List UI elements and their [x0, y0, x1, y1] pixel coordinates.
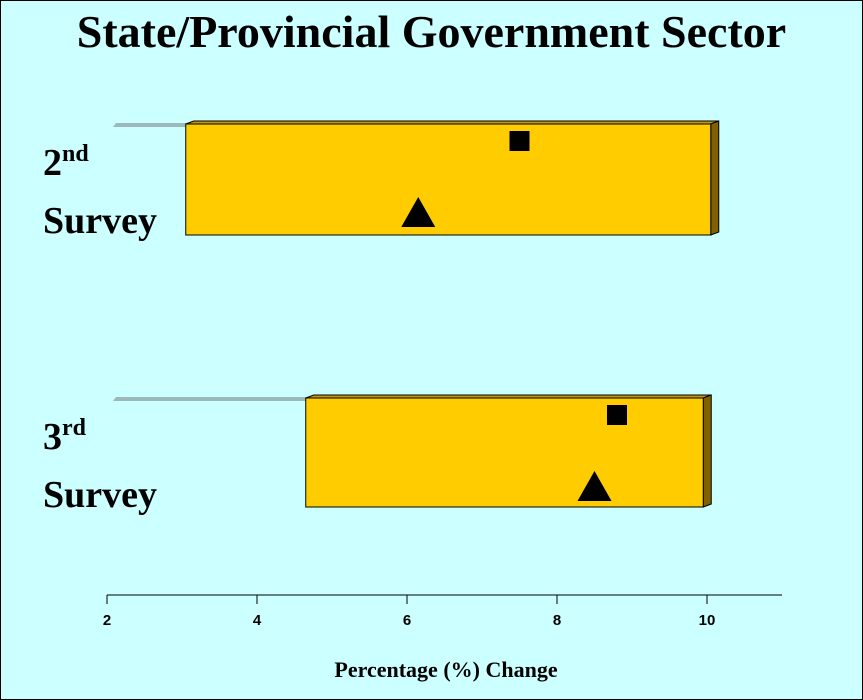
x-tick-label: 6	[403, 612, 411, 629]
bar-range	[305, 397, 704, 508]
bar-floor-shadow	[113, 123, 186, 127]
bar-range	[185, 123, 712, 236]
x-tick-label: 4	[253, 612, 262, 629]
category-word: Survey	[43, 474, 157, 516]
bar-floor-shadow	[113, 397, 306, 401]
chart-title: State/Provincial Government Sector	[76, 6, 787, 57]
category-suffix: rd	[62, 415, 86, 441]
category-number: 2	[43, 142, 62, 184]
category-number: 3	[43, 416, 62, 458]
category-suffix: nd	[62, 141, 89, 167]
x-tick-label: 2	[103, 612, 111, 629]
category-label-2nd-survey: 2nd Survey	[43, 142, 157, 240]
x-tick-label: 8	[553, 612, 561, 629]
square-marker	[607, 405, 627, 425]
x-tick-label: 10	[699, 612, 716, 629]
x-axis-label: Percentage (%) Change	[334, 657, 558, 682]
square-marker	[509, 131, 530, 151]
triangle-marker	[577, 471, 612, 501]
bar-side-face	[702, 394, 712, 508]
category-word: Survey	[43, 200, 157, 242]
category-label-3rd-survey: 3rd Survey	[43, 416, 157, 514]
category-ordinal: 3rd	[43, 416, 157, 456]
category-ordinal: 2nd	[43, 142, 157, 182]
bar-side-face	[710, 120, 720, 236]
triangle-marker	[401, 197, 436, 227]
